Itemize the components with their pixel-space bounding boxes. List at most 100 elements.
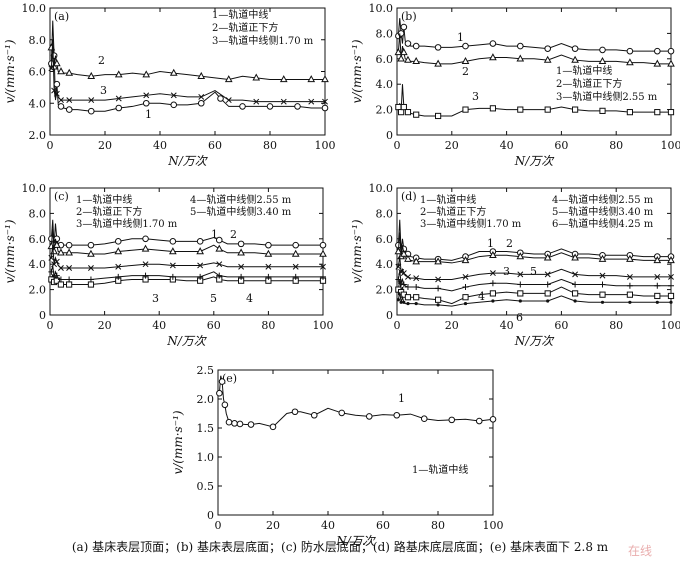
data-point [397, 54, 405, 62]
data-point [398, 280, 405, 287]
data-point [400, 48, 408, 56]
data-point [413, 284, 420, 291]
x-tick-label: 0 [215, 519, 222, 532]
x-tick-label: 100 [315, 139, 336, 152]
data-point [231, 420, 238, 427]
y-axis-label: v/(mm·s⁻¹) [3, 219, 17, 283]
series-line-5 [397, 270, 671, 292]
data-point [544, 281, 551, 288]
data-point [400, 281, 407, 288]
data-point [294, 103, 301, 110]
data-point [87, 71, 96, 79]
x-tick-label: 60 [376, 519, 390, 532]
legend-entry: 2—轨道正下方 [556, 77, 622, 90]
chart-panel-2: 0 20 40 60 80 100 0 2.0 4.0 6.0 8.0 10.0 N/万次 v/(mm·s… [3, 182, 334, 348]
data-point [169, 247, 177, 255]
data-point [65, 241, 73, 249]
data-point [435, 112, 442, 120]
data-point [517, 271, 524, 278]
series-annotation: 3 [503, 265, 510, 278]
data-point [198, 93, 205, 100]
data-point [517, 290, 524, 297]
data-point [142, 261, 149, 268]
data-point [239, 103, 246, 110]
data-point [669, 300, 673, 304]
x-tick-label: 40 [500, 139, 514, 152]
data-point [475, 417, 483, 425]
legend-entry: 4—轨道中线侧2.55 m [552, 193, 654, 206]
data-point [489, 53, 497, 61]
data-point [544, 106, 551, 113]
y-tick-label: 1.5 [197, 422, 215, 435]
series-line-1 [397, 18, 671, 52]
data-point [393, 411, 401, 419]
y-tick-label: 0 [39, 309, 46, 322]
y-tick-label: 0 [386, 309, 393, 322]
data-point [142, 272, 149, 279]
data-point [87, 281, 95, 288]
data-point [114, 238, 122, 245]
data-point [48, 65, 55, 72]
y-tick-label: 8.0 [376, 207, 394, 220]
series-annotation: 2 [506, 237, 513, 250]
data-point [320, 263, 326, 270]
data-point [420, 415, 428, 423]
data-point [169, 262, 176, 269]
legend-entry: 1—轨道中线 [420, 193, 476, 206]
x-tick-label: 80 [431, 519, 445, 532]
data-point [544, 271, 551, 278]
data-point [599, 281, 606, 288]
series-annotation: 3 [152, 292, 159, 305]
data-point [404, 109, 412, 116]
data-point [48, 254, 55, 261]
data-point [628, 300, 632, 304]
legend-entry: 1—轨道中线 [76, 193, 132, 206]
data-point [626, 47, 634, 55]
data-point [237, 240, 245, 248]
series-annotation: 1 [457, 31, 464, 44]
data-point [667, 47, 675, 55]
data-point [404, 40, 412, 47]
series-annotation: 1 [487, 237, 494, 250]
data-point [365, 413, 373, 420]
data-point [517, 106, 524, 113]
legend-entry: 3—轨道中线侧1.70 m [420, 217, 522, 230]
data-point [668, 273, 674, 280]
figure-caption: (a) 基床表层顶面；(b) 基床表层底面；(c) 防水层底面；(d) 路基床底… [71, 540, 609, 554]
data-point [654, 273, 661, 280]
data-point [87, 241, 95, 249]
y-axis-label: v/(mm·s⁻¹) [171, 410, 185, 474]
data-point [489, 105, 496, 112]
data-point [489, 280, 496, 287]
data-point [544, 45, 552, 52]
data-point [215, 244, 224, 252]
x-tick-label: 20 [98, 139, 112, 152]
data-point [87, 249, 95, 257]
data-point [571, 253, 579, 261]
x-tick-label: 80 [261, 319, 275, 332]
y-tick-label: 2.0 [376, 284, 394, 297]
x-tick-label: 0 [394, 139, 401, 152]
data-point [517, 281, 524, 288]
watermark: 在线 [627, 544, 652, 558]
data-point [412, 257, 421, 265]
data-point [65, 248, 73, 256]
legend-entry: 6—轨道中线侧4.25 m [552, 217, 654, 230]
data-point [197, 262, 204, 269]
x-tick-label: 80 [263, 139, 277, 152]
data-point [434, 44, 442, 51]
data-point [461, 256, 470, 264]
series-annotation: 1 [145, 108, 152, 121]
y-tick-label: 8.0 [376, 27, 394, 40]
legend-entry: 1—轨道中线 [412, 463, 468, 476]
data-point [571, 45, 579, 52]
data-point [253, 98, 260, 105]
data-point [265, 273, 272, 280]
data-point [599, 46, 606, 54]
data-point [516, 252, 525, 260]
data-point [221, 401, 229, 409]
data-point [65, 106, 73, 113]
legend-entry: 5—轨道中线侧3.40 m [552, 205, 654, 218]
chart-panel-1: 0 20 40 60 80 100 0 2.0 4.0 6.0 8.0 10.0 N/万次 v/(mm·s… [350, 2, 680, 168]
data-point [279, 75, 288, 83]
